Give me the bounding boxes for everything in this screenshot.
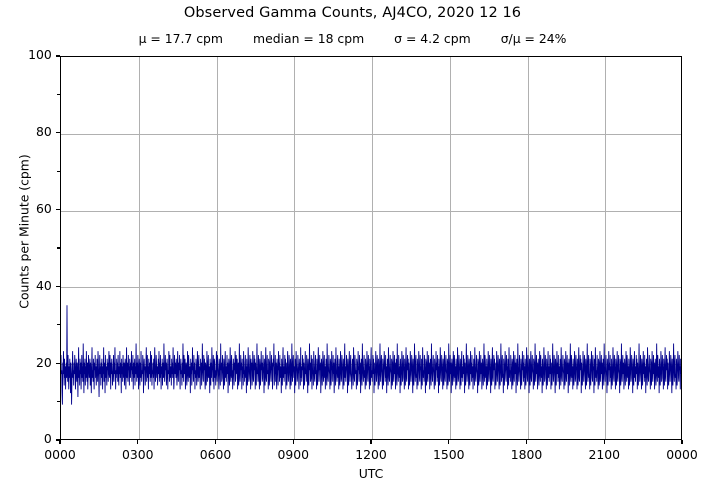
x-tick-label: 1200 — [355, 447, 387, 462]
x-tick-label: 0000 — [44, 447, 76, 462]
chart-subtitle: μ = 17.7 cpm median = 18 cpm σ = 4.2 cpm σ/… — [0, 31, 705, 46]
y-tick-mark — [55, 132, 60, 134]
x-tick-label: 1500 — [432, 447, 465, 462]
gridline-horizontal — [61, 210, 681, 212]
stat-rsd: σ/μ = 24% — [500, 31, 567, 46]
x-tick-label: 0300 — [121, 447, 154, 462]
y-tick-mark — [55, 285, 60, 287]
x-tick-mark — [214, 440, 217, 445]
x-tick-label: 1800 — [510, 447, 543, 462]
x-tick-mark — [137, 440, 139, 445]
data-trace — [61, 57, 681, 439]
gridline-vertical — [216, 57, 218, 439]
x-tick-label: 2100 — [588, 447, 621, 462]
y-tick-label: 80 — [36, 124, 52, 140]
stat-sigma: σ = 4.2 cpm — [394, 31, 471, 46]
x-tick-label: 0900 — [277, 447, 310, 462]
y-minor-tick-mark — [57, 93, 60, 95]
x-axis-label: UTC — [358, 466, 384, 481]
y-minor-tick-mark — [57, 170, 60, 172]
gridline-vertical — [605, 57, 607, 439]
x-tick-mark — [59, 440, 61, 445]
x-tick-mark — [448, 440, 450, 445]
stat-median: median = 18 cpm — [253, 31, 365, 46]
x-tick-mark — [681, 440, 683, 445]
gridline-horizontal — [61, 287, 681, 289]
gridline-vertical — [449, 57, 451, 439]
y-tick-mark — [55, 362, 60, 364]
x-tick-mark — [370, 440, 372, 445]
y-tick-mark — [55, 209, 60, 211]
y-minor-tick-mark — [57, 247, 60, 249]
gridline-vertical — [294, 57, 296, 439]
y-tick-label: 0 — [43, 431, 52, 447]
gridline-vertical — [138, 57, 140, 439]
stat-mean: μ = 17.7 cpm — [138, 31, 223, 46]
y-axis-label: Counts per Minute (cpm) — [16, 154, 32, 309]
x-tick-mark — [525, 440, 528, 445]
y-tick-mark — [55, 439, 60, 441]
y-tick-label: 40 — [36, 277, 52, 293]
x-axis-ticks: 0000 0300 0600 0900 1200 1500 1800 2100 0000 — [44, 440, 698, 470]
y-tick-mark — [55, 55, 60, 57]
x-tick-mark — [603, 440, 605, 445]
x-tick-mark — [292, 440, 294, 445]
y-tick-label: 60 — [36, 201, 52, 216]
y-minor-tick-mark — [57, 324, 60, 326]
y-minor-tick-mark — [57, 401, 60, 403]
gridline-vertical — [527, 57, 529, 439]
x-tick-label: 0000 — [666, 447, 698, 462]
gridline-vertical — [372, 57, 373, 439]
y-tick-label: 100 — [28, 47, 52, 63]
chart-title: Observed Gamma Counts, AJ4CO, 2020 12 16 — [183, 5, 522, 21]
y-tick-label: 20 — [36, 354, 52, 370]
gridline-horizontal — [61, 133, 681, 135]
x-tick-label: 0600 — [199, 447, 232, 462]
plot-area — [60, 56, 682, 440]
